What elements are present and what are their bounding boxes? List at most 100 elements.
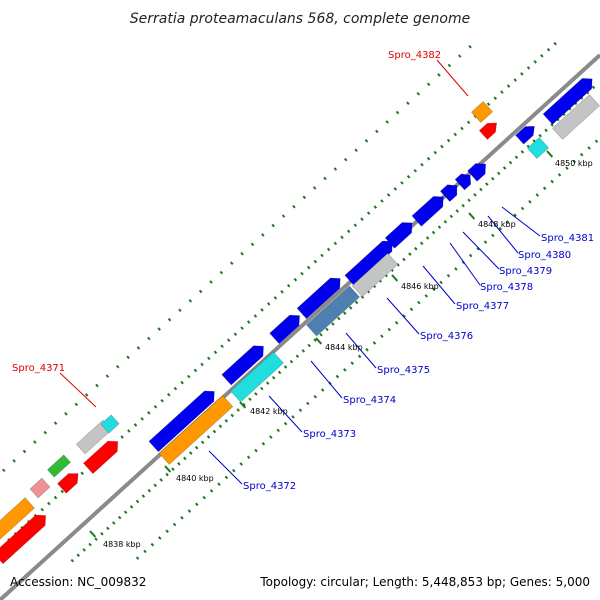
- gene-label-spro-4381[interactable]: Spro_4381: [541, 233, 594, 244]
- gene-label-spro-4376[interactable]: Spro_4376: [420, 331, 473, 342]
- gene-arrow-4381a-fwd[interactable]: [454, 170, 475, 191]
- feature-dot: [140, 417, 144, 421]
- gene-label-spro-4374[interactable]: Spro_4374: [343, 395, 396, 406]
- gene-label-spro-4375[interactable]: Spro_4375: [377, 365, 430, 376]
- feature-dot: [273, 296, 278, 300]
- feature-dot: [505, 220, 510, 224]
- cds-box-far-cyan[interactable]: [526, 137, 550, 159]
- feature-dot: [387, 327, 392, 332]
- feature-dot: [147, 411, 151, 415]
- feature-dot: [281, 214, 286, 218]
- feature-dot: [468, 253, 473, 258]
- feature-dot: [354, 300, 359, 305]
- cds-box-left-orange[interactable]: [0, 497, 35, 541]
- scale-label-4844: 4844 kbp: [325, 343, 363, 352]
- feature-dot: [449, 214, 454, 219]
- leader-line: [449, 242, 481, 286]
- feature-dot: [426, 82, 431, 87]
- feature-dot: [402, 257, 406, 262]
- gene-arrow-4378-fwd[interactable]: [384, 218, 417, 249]
- cds-box-4382-orange[interactable]: [470, 101, 494, 123]
- feature-dot: [300, 271, 304, 276]
- feature-dot: [187, 509, 192, 513]
- feature-dot: [313, 338, 317, 342]
- gene-arrow-4374-fwd[interactable]: [221, 341, 268, 386]
- feature-dot: [167, 392, 171, 397]
- gene-arrow-4372-fwd[interactable]: [148, 386, 219, 453]
- feature-dot: [218, 424, 223, 428]
- gene-arrow-4375-fwd[interactable]: [269, 310, 305, 345]
- feature-dot: [106, 526, 110, 531]
- feature-dot: [167, 317, 172, 322]
- feature-dot: [76, 553, 80, 558]
- feature-dot: [343, 157, 348, 162]
- gene-arrow-left-rev[interactable]: [0, 510, 50, 565]
- gene-label-spro-4372[interactable]: Spro_4372: [243, 481, 296, 492]
- leader-line: [422, 265, 456, 305]
- feature-dot: [33, 440, 37, 444]
- feature-dot: [446, 138, 451, 143]
- feature-dot: [546, 47, 551, 52]
- gene-arrow-far2-fwd[interactable]: [515, 122, 539, 145]
- scale-label-4846: 4846 kbp: [401, 282, 439, 291]
- feature-dot: [348, 306, 353, 310]
- feature-dot: [178, 308, 182, 313]
- cds-box-4371-cyan[interactable]: [100, 414, 120, 434]
- feature-dot: [177, 462, 181, 466]
- feature-dot: [535, 193, 540, 197]
- leader-line: [501, 206, 541, 237]
- cds-box-4372-orange[interactable]: [158, 395, 234, 465]
- feature-dot: [260, 308, 264, 312]
- feature-dot: [565, 166, 569, 170]
- feature-dot: [467, 198, 471, 203]
- feature-dot: [266, 302, 271, 306]
- gene-label-spro-4380[interactable]: Spro_4380: [518, 250, 571, 261]
- cds-box-left-pink[interactable]: [29, 477, 51, 499]
- feature-dot: [143, 549, 147, 554]
- feature-dot: [520, 72, 524, 76]
- feature-dot: [520, 206, 525, 211]
- feature-dot: [220, 344, 224, 349]
- gene-label-spro-4382[interactable]: Spro_4382: [388, 50, 441, 61]
- feature-dot: [232, 468, 236, 473]
- feature-dot: [533, 60, 537, 64]
- feature-dot: [147, 336, 151, 341]
- feature-dot: [416, 91, 421, 96]
- gene-arrow-4381b-fwd[interactable]: [467, 159, 491, 182]
- gene-label-spro-4371[interactable]: Spro_4371: [12, 363, 65, 374]
- gene-arrow-4376-fwd[interactable]: [296, 273, 345, 320]
- gene-arrow-4382-rev[interactable]: [478, 119, 500, 140]
- feature-dot: [550, 123, 554, 127]
- leader-line: [310, 360, 343, 399]
- gene-arrow-4379-fwd[interactable]: [411, 192, 448, 227]
- genes: [0, 74, 600, 565]
- cds-box-left-green[interactable]: [47, 454, 71, 478]
- gene-arrow-4377-fwd[interactable]: [344, 236, 397, 287]
- feature-dot: [446, 273, 451, 278]
- leader-line: [436, 59, 469, 97]
- feature-dot: [212, 429, 217, 434]
- cds-box-4373-cyan[interactable]: [230, 351, 284, 403]
- cds-box-4376-steel[interactable]: [306, 285, 360, 337]
- feature-dot: [357, 354, 362, 359]
- gene-arrow-4371-rev-a[interactable]: [83, 436, 122, 475]
- cds-box-4377-gray[interactable]: [351, 252, 399, 298]
- feature-dot: [206, 435, 211, 439]
- gene-label-spro-4379[interactable]: Spro_4379: [499, 266, 552, 277]
- gene-arrow-far1-fwd[interactable]: [542, 74, 597, 125]
- gene-arrow-4371-rev-b[interactable]: [57, 469, 82, 494]
- gene-arrow-4380-fwd[interactable]: [439, 180, 461, 202]
- feature-dots: [2, 41, 599, 563]
- feature-dot: [579, 152, 584, 157]
- feature-dot: [333, 167, 338, 171]
- accession-text: Accession: NC_009832: [10, 575, 146, 589]
- feature-dot: [295, 354, 300, 359]
- feature-dot: [209, 489, 214, 493]
- feature-dot: [491, 233, 495, 238]
- feature-dot: [414, 246, 418, 251]
- gene-label-spro-4373[interactable]: Spro_4373: [303, 429, 356, 440]
- gene-label-spro-4378[interactable]: Spro_4378: [480, 282, 533, 293]
- feature-dot: [105, 374, 110, 378]
- gene-label-spro-4377[interactable]: Spro_4377: [456, 301, 509, 312]
- feature-dot: [466, 120, 471, 125]
